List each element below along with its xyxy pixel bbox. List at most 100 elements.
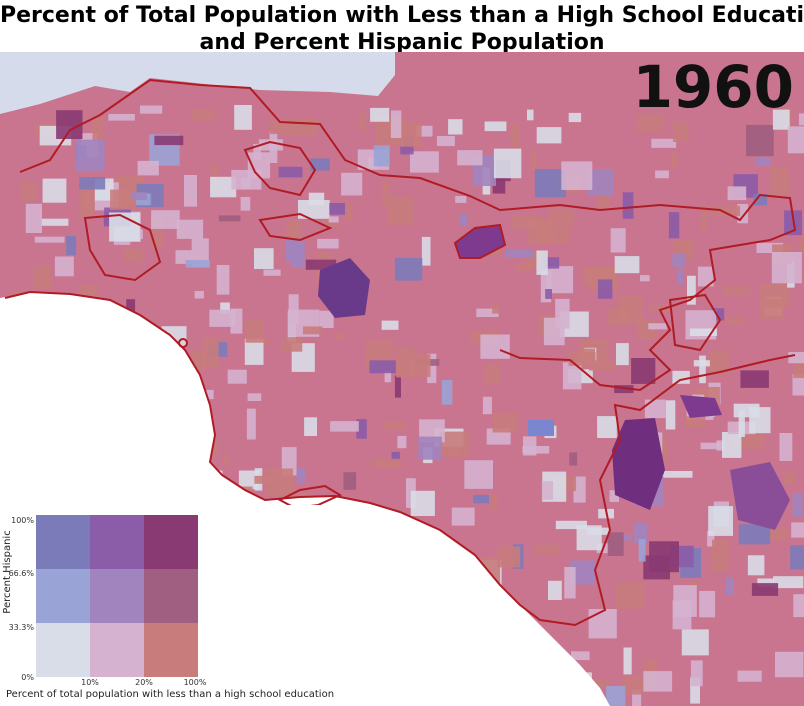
census-tract (151, 210, 180, 229)
census-tract (154, 135, 184, 146)
census-tract (75, 139, 105, 171)
census-tract (191, 238, 209, 268)
census-tract (689, 580, 698, 588)
legend-cell (144, 569, 198, 623)
legend-cell (144, 623, 198, 677)
census-tract (541, 257, 560, 269)
census-tract (727, 317, 743, 325)
census-tract (281, 337, 303, 352)
census-tract (123, 248, 143, 262)
census-tract (672, 370, 690, 384)
census-tract (573, 476, 586, 503)
census-tract (665, 400, 676, 430)
census-tract (737, 670, 762, 682)
census-tract (790, 545, 804, 570)
census-tract (515, 263, 531, 272)
census-tract (244, 338, 264, 365)
y-tick-100: 100% (11, 516, 34, 525)
census-tract (21, 181, 36, 201)
census-tract (263, 269, 281, 276)
census-tract (482, 396, 492, 415)
census-tract (254, 248, 274, 269)
census-tract (382, 180, 389, 207)
census-tract (227, 369, 247, 384)
census-tract (555, 298, 570, 329)
census-tract (369, 360, 396, 374)
census-tract (210, 176, 237, 198)
census-tract (727, 186, 747, 201)
census-tract (436, 136, 455, 147)
census-tract (480, 334, 510, 359)
census-tract (370, 458, 401, 468)
census-tract (697, 266, 714, 287)
census-tract (126, 299, 136, 314)
census-tract (798, 234, 804, 252)
census-tract (79, 177, 106, 190)
census-tract (536, 127, 562, 144)
census-tract (548, 580, 562, 600)
census-tract (676, 269, 684, 285)
map-title: Percent of Total Population with Less th… (0, 2, 804, 56)
census-tract (722, 432, 742, 458)
census-tract (328, 216, 339, 223)
census-tract (410, 490, 435, 516)
census-tract (775, 651, 804, 678)
census-tract (634, 522, 648, 544)
census-tract (618, 295, 643, 323)
census-tract-dark (455, 225, 505, 258)
census-tract (640, 275, 650, 282)
census-tract-dark (680, 395, 722, 418)
census-tract (527, 109, 534, 121)
census-tract (253, 143, 261, 160)
census-tract (459, 214, 468, 226)
census-tract (568, 352, 596, 366)
census-tract (270, 120, 288, 135)
census-tract (737, 204, 749, 224)
bivariate-legend-grid (36, 515, 198, 677)
census-tract (740, 370, 769, 388)
census-tract (305, 259, 337, 270)
census-tract (192, 350, 206, 370)
census-tract (330, 421, 359, 432)
census-tract-blue (528, 420, 554, 436)
census-tract (373, 145, 390, 167)
census-tract (387, 196, 414, 225)
census-tract (194, 291, 204, 299)
census-tract (381, 320, 399, 330)
legend-cell (90, 569, 144, 623)
census-tract (746, 124, 774, 157)
city-boundary-inner (243, 140, 317, 197)
census-tract (793, 357, 804, 379)
census-tract (759, 299, 784, 320)
census-tract (571, 651, 590, 661)
census-tract (755, 157, 771, 166)
city-boundary-inner (668, 293, 722, 352)
census-tract (391, 451, 400, 461)
census-tract (638, 539, 646, 562)
census-tract (711, 205, 741, 217)
census-tract (699, 355, 706, 384)
census-tract (631, 358, 656, 384)
census-tract (723, 285, 751, 295)
census-tract (441, 380, 453, 405)
census-tract (615, 582, 644, 609)
census-tract (671, 152, 678, 168)
map-title-line-2: and Percent Hispanic Population (199, 30, 605, 55)
census-tract (108, 114, 135, 121)
census-tract (686, 416, 706, 428)
census-tract (792, 493, 803, 518)
x-tick-10: 10% (81, 678, 99, 687)
census-tract (568, 112, 582, 123)
city-boundary-inner (83, 213, 162, 282)
census-tract (643, 671, 673, 692)
census-tract (218, 215, 241, 222)
census-tract (700, 203, 707, 232)
census-tract (285, 239, 301, 263)
census-tract (288, 294, 299, 325)
census-tract (699, 590, 716, 618)
census-tract (610, 228, 626, 253)
census-tract (427, 353, 437, 384)
census-tract (457, 150, 483, 166)
census-tract (302, 326, 323, 335)
census-tract (224, 453, 231, 466)
